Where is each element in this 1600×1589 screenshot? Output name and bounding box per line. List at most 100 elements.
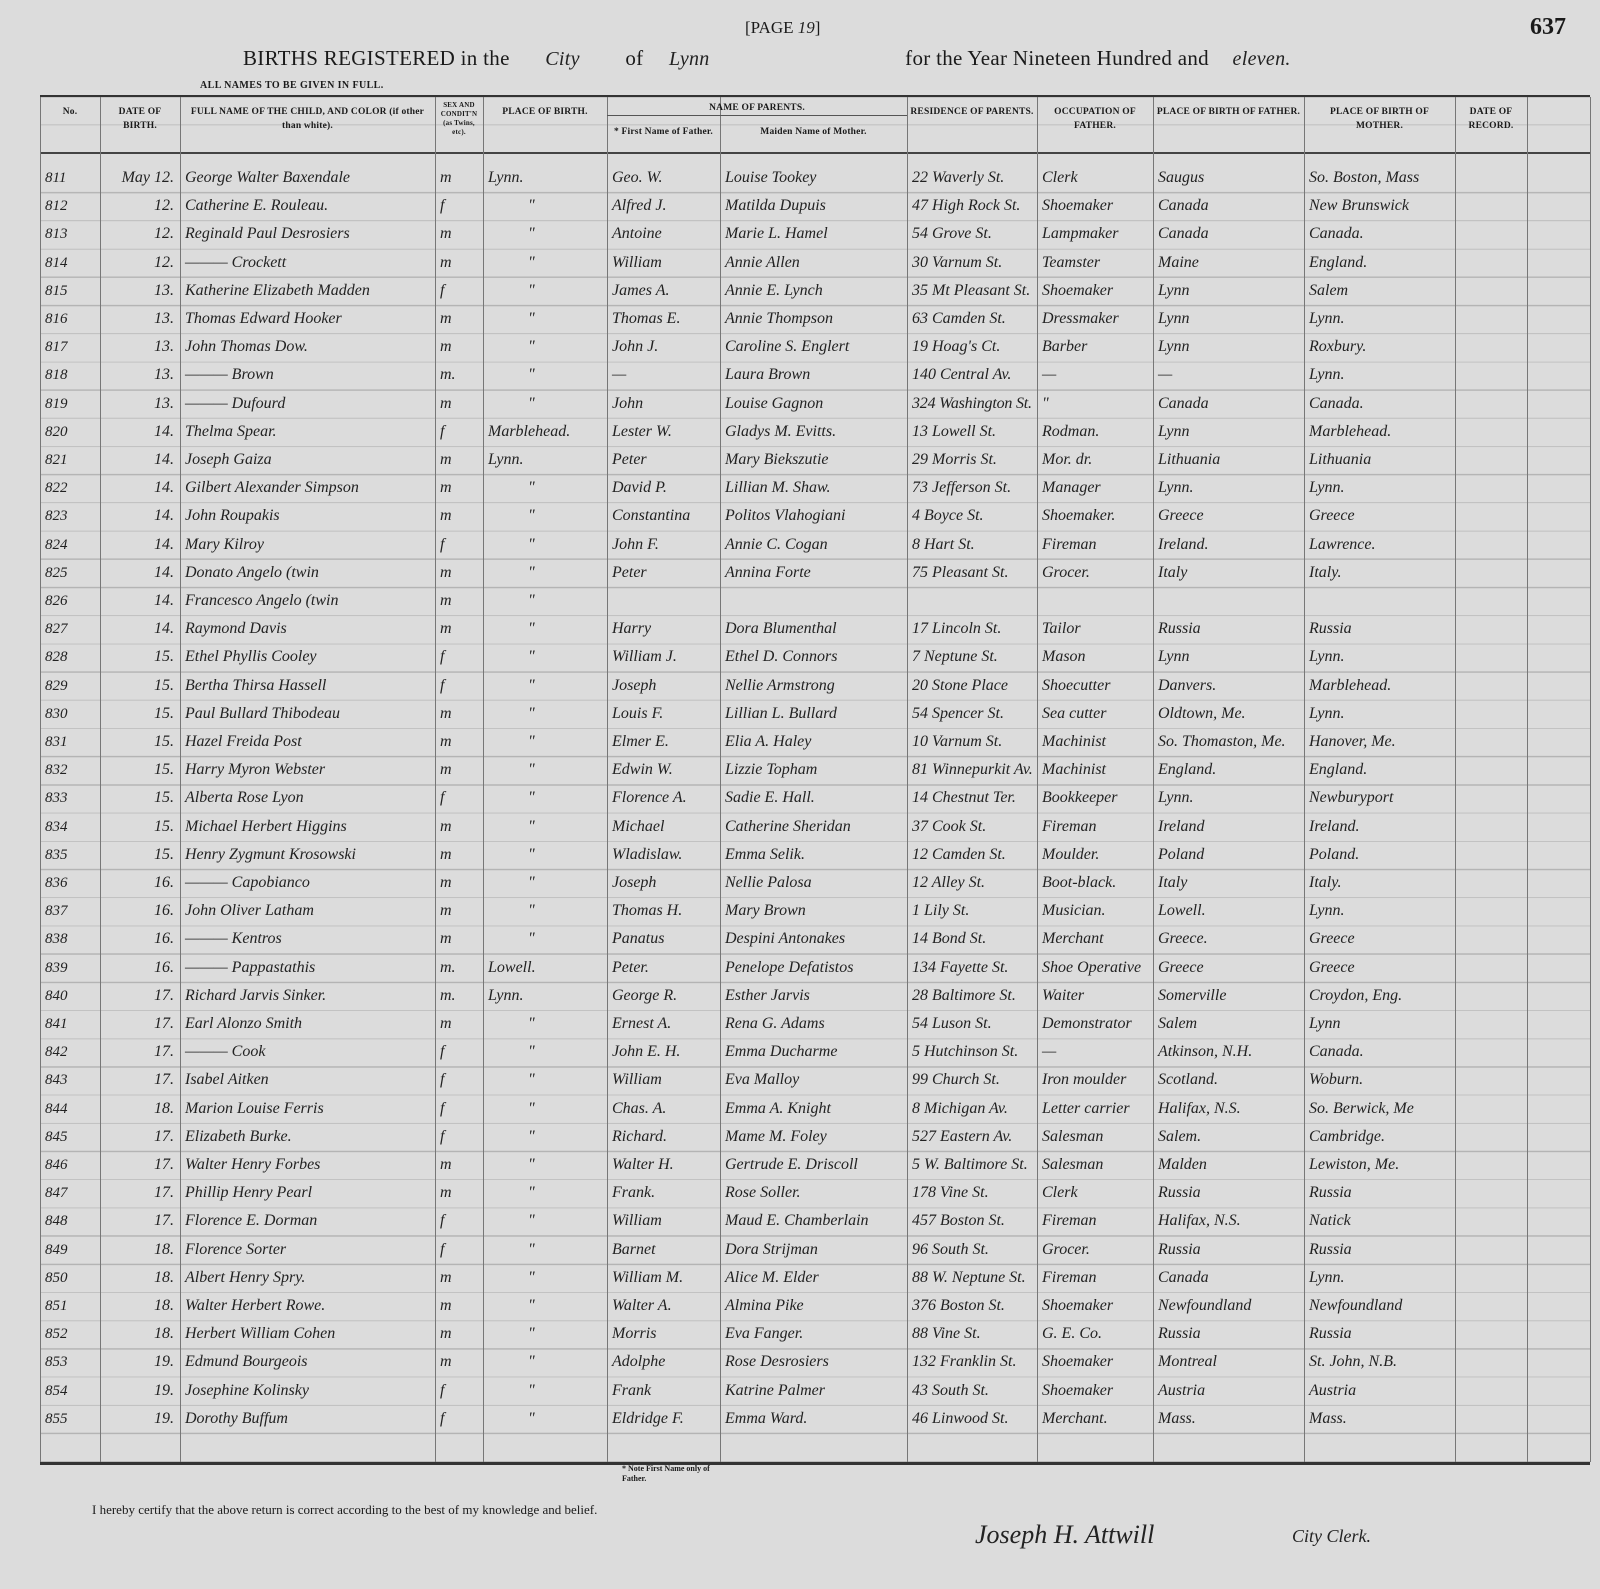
cell-sex: m. xyxy=(440,986,456,1004)
cell-number: 832 xyxy=(45,762,68,779)
table-row: 843 17. Isabel Aitken f " William Eva Malloy 99… xyxy=(40,1067,1590,1095)
parents-group-header: NAME OF PARENTS. xyxy=(607,101,907,116)
cell-mother-maiden-name: Emma A. Knight xyxy=(725,1099,831,1117)
cell-number: 854 xyxy=(45,1382,68,1399)
cell-place-of-birth: " xyxy=(528,535,535,553)
table-row: 854 19. Josephine Kolinsky f " Frank Katrine P… xyxy=(40,1378,1590,1406)
cell-mother-maiden-name: Gladys M. Evitts. xyxy=(725,422,837,440)
page-suffix: ] xyxy=(814,18,821,37)
cell-mother-birthplace: Greece xyxy=(1309,507,1355,525)
cell-date-of-birth: 12. xyxy=(154,225,174,243)
cell-father-occupation: Clerk xyxy=(1042,1184,1078,1202)
cell-mother-birthplace: Lynn. xyxy=(1309,366,1345,384)
table-row: 855 19. Dorothy Buffum f " Eldridge F. Emma Wa… xyxy=(40,1406,1590,1434)
cell-number: 825 xyxy=(45,564,68,581)
cell-mother-maiden-name: Ethel D. Connors xyxy=(725,648,838,666)
cell-mother-maiden-name: Nellie Armstrong xyxy=(725,676,835,694)
cell-mother-birthplace: Lynn. xyxy=(1309,648,1345,666)
cell-mother-maiden-name: Marie L. Hamel xyxy=(725,225,828,243)
cell-residence: 43 South St. xyxy=(912,1381,989,1399)
cell-father-birthplace: Lynn xyxy=(1158,338,1190,356)
cell-place-of-birth: Marblehead. xyxy=(488,422,571,440)
cell-child-name: Alberta Rose Lyon xyxy=(185,789,304,807)
cell-father-birthplace: Canada xyxy=(1158,225,1209,243)
cell-number: 848 xyxy=(45,1213,68,1230)
cell-residence: 96 South St. xyxy=(912,1240,989,1258)
cell-father-occupation: Machinist xyxy=(1042,733,1106,750)
cell-mother-maiden-name: Elia A. Haley xyxy=(725,733,812,750)
cell-date-of-birth: 17. xyxy=(154,1184,174,1202)
cell-date-of-birth: 12. xyxy=(154,253,174,271)
cell-date-of-birth: 13. xyxy=(154,394,174,412)
cell-mother-maiden-name: Lillian L. Bullard xyxy=(725,704,837,722)
year-word: eleven. xyxy=(1232,48,1291,70)
cell-father-first-name: Michael xyxy=(612,817,665,835)
table-row: 835 15. Henry Zygmunt Krosowski m " Wladislaw… xyxy=(40,842,1590,870)
cell-place-of-birth: " xyxy=(528,1268,535,1286)
table-row: 817 13. John Thomas Dow. m " John J. Caroline … xyxy=(40,334,1590,362)
cell-mother-maiden-name: Annie E. Lynch xyxy=(725,281,823,299)
cell-mother-maiden-name: Mame M. Foley xyxy=(725,1127,827,1145)
column-header-number: No. xyxy=(62,107,78,117)
cell-father-first-name: John F. xyxy=(612,535,659,553)
cell-father-occupation: Salesman xyxy=(1042,1156,1104,1173)
table-row: 852 18. Herbert William Cohen m " Morris Eva F… xyxy=(40,1321,1590,1349)
cell-date-of-birth: 17. xyxy=(154,1156,174,1173)
cell-father-birthplace: Salem xyxy=(1158,1015,1198,1032)
cell-sex: f xyxy=(440,1409,445,1427)
cell-number: 817 xyxy=(45,339,68,356)
cell-mother-birthplace: Italy. xyxy=(1309,563,1342,581)
cell-father-occupation: Grocer. xyxy=(1042,563,1090,581)
cell-date-of-birth: 17. xyxy=(154,1212,174,1230)
column-header-residence: RESIDENCE OF PARENTS. xyxy=(910,107,1034,117)
cell-father-first-name: Peter xyxy=(612,563,647,581)
cell-place-of-birth: " xyxy=(528,197,535,215)
cell-mother-birthplace: Natick xyxy=(1309,1212,1351,1230)
cell-residence: 30 Varnum St. xyxy=(912,253,1003,271)
column-divider xyxy=(607,97,608,1462)
cell-date-of-birth: 15. xyxy=(154,817,174,835)
cell-sex: m xyxy=(440,761,452,779)
cell-father-occupation: Fireman xyxy=(1042,1212,1097,1230)
cell-sex: f xyxy=(440,1127,445,1145)
cell-father-birthplace: Scotland. xyxy=(1158,1071,1218,1089)
cell-mother-birthplace: Russia xyxy=(1309,1325,1352,1343)
cell-father-birthplace: Maine xyxy=(1158,253,1199,271)
cell-residence: 13 Lowell St. xyxy=(912,422,997,440)
cell-mother-birthplace: Newburyport xyxy=(1309,789,1394,807)
cell-father-first-name: William J. xyxy=(612,648,677,666)
cell-date-of-birth: 16. xyxy=(154,930,174,948)
cell-child-name: Ethel Phyllis Cooley xyxy=(185,648,317,666)
cell-father-occupation: Moulder. xyxy=(1042,845,1100,863)
cell-residence: 17 Lincoln St. xyxy=(912,620,1002,638)
cell-father-first-name: Geo. W. xyxy=(612,169,663,186)
cell-residence: 8 Hart St. xyxy=(912,535,975,553)
cell-mother-birthplace: Newfoundland xyxy=(1309,1297,1403,1314)
cell-date-of-birth: 18. xyxy=(154,1268,174,1286)
column-header-father-occupation: OCCUPATION OF FATHER. xyxy=(1054,107,1136,131)
cell-date-of-birth: 14. xyxy=(154,507,174,525)
cell-residence: 134 Fayette St. xyxy=(912,958,1009,976)
cell-father-birthplace: Lynn xyxy=(1158,648,1190,666)
cell-residence: 140 Central Av. xyxy=(912,366,1012,384)
cell-mother-maiden-name: Mary Biekszutie xyxy=(725,451,829,468)
cell-sex: m xyxy=(440,902,452,920)
cell-place-of-birth: " xyxy=(528,1240,535,1258)
table-row: 821 14. Joseph Gaiza m Lynn. Peter Mary Bieksz… xyxy=(40,447,1590,475)
cell-child-name: Catherine E. Rouleau. xyxy=(185,197,329,215)
cell-residence: 19 Hoag's Ct. xyxy=(912,338,1001,356)
cell-place-of-birth: " xyxy=(528,845,535,863)
cell-father-first-name: Joseph xyxy=(612,874,657,891)
cell-residence: 29 Morris St. xyxy=(912,451,997,468)
cell-place-of-birth: " xyxy=(528,1127,535,1145)
cell-date-of-birth: 18. xyxy=(154,1240,174,1258)
cell-mother-maiden-name: Dora Blumenthal xyxy=(725,620,837,638)
cell-father-first-name: John E. H. xyxy=(612,1043,681,1061)
cell-date-of-birth: 15. xyxy=(154,676,174,694)
cell-father-occupation: Grocer. xyxy=(1042,1240,1090,1258)
cell-date-of-birth: 17. xyxy=(154,1071,174,1089)
cell-father-occupation: G. E. Co. xyxy=(1042,1325,1102,1343)
cell-place-of-birth: Lynn. xyxy=(488,986,524,1004)
cell-father-first-name: James A. xyxy=(612,281,670,299)
cell-mother-birthplace: Lynn. xyxy=(1309,1268,1345,1286)
